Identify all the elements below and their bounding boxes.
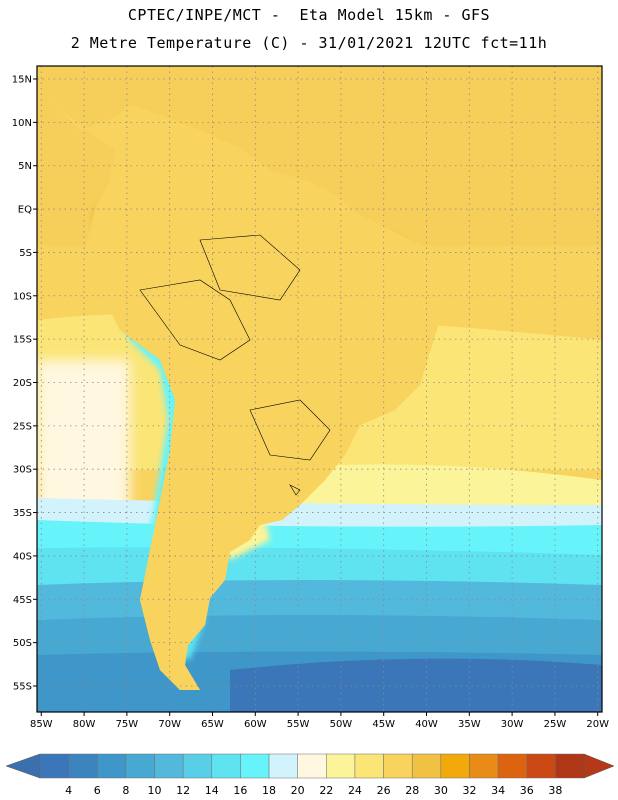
lat-label: 55S bbox=[13, 681, 32, 692]
colorbar-bin bbox=[497, 753, 527, 779]
lon-label: 20W bbox=[586, 719, 609, 730]
colorbar-bin bbox=[97, 753, 127, 779]
colorbar-bin bbox=[526, 753, 556, 779]
colorbar-bin bbox=[469, 753, 499, 779]
axis-ticks: 15N 10N 5N EQ 5S 10S 15S 20S 25S 30S 35S 40S 45S 50S 5… bbox=[12, 75, 609, 730]
lat-label: 35S bbox=[13, 508, 32, 519]
coastlines bbox=[39, 94, 471, 691]
lon-label: 40W bbox=[415, 719, 438, 730]
colorbar-bin bbox=[125, 753, 155, 779]
colorbar-label: 18 bbox=[262, 784, 276, 797]
graticule bbox=[37, 66, 602, 712]
colorbar-bin bbox=[39, 753, 69, 779]
colorbar-label: 38 bbox=[548, 784, 562, 797]
lat-label: 50S bbox=[13, 638, 32, 649]
colorbar-label: 8 bbox=[122, 784, 129, 797]
colorbar-under-arrow bbox=[5, 753, 41, 779]
map-frame bbox=[36, 65, 603, 713]
colorbar-bin bbox=[383, 753, 413, 779]
map-subtitle: 2 Metre Temperature (C) - 31/01/2021 12U… bbox=[70, 34, 548, 52]
colorbar-label: 26 bbox=[377, 784, 391, 797]
colorbar-label: 24 bbox=[348, 784, 362, 797]
lon-label: 50W bbox=[330, 719, 353, 730]
lon-label: 25W bbox=[544, 719, 567, 730]
lon-label: 80W bbox=[73, 719, 96, 730]
lon-label: 35W bbox=[458, 719, 481, 730]
colorbar-label: 30 bbox=[434, 784, 448, 797]
lon-label: 65W bbox=[201, 719, 224, 730]
colorbar-label: 22 bbox=[319, 784, 333, 797]
lon-label: 75W bbox=[116, 719, 139, 730]
lat-label: 25S bbox=[13, 421, 32, 432]
colorbar-bin bbox=[68, 753, 98, 779]
colorbar-label: 4 bbox=[65, 784, 72, 797]
lon-label: 60W bbox=[244, 719, 267, 730]
colorbar-bin bbox=[411, 753, 442, 779]
colorbar-bin bbox=[154, 753, 184, 779]
lat-label: 5N bbox=[18, 161, 32, 172]
colorbar-bin bbox=[440, 753, 470, 779]
colorbar-bin bbox=[182, 753, 213, 779]
colorbar-bin bbox=[240, 753, 270, 779]
colorbar-bin bbox=[268, 753, 298, 779]
colorbar-label: 10 bbox=[148, 784, 162, 797]
colorbar-over-arrow bbox=[583, 753, 615, 779]
colorbar-label: 14 bbox=[205, 784, 219, 797]
lat-label: 45S bbox=[13, 595, 32, 606]
colorbar-label: 28 bbox=[405, 784, 419, 797]
lat-label: 5S bbox=[19, 248, 32, 259]
colorbar-label: 20 bbox=[291, 784, 305, 797]
colorbar-bin bbox=[211, 753, 241, 779]
lat-label: 20S bbox=[13, 378, 32, 389]
lon-label: 70W bbox=[158, 719, 181, 730]
lat-label: EQ bbox=[18, 205, 32, 216]
colorbar-label: 12 bbox=[176, 784, 190, 797]
colorbar-bin bbox=[326, 753, 356, 779]
lat-label: 15N bbox=[12, 75, 32, 86]
colorbar-label: 6 bbox=[94, 784, 101, 797]
colorbar-label: 34 bbox=[491, 784, 505, 797]
lat-label: 15S bbox=[13, 335, 32, 346]
colorbar-label: 32 bbox=[462, 784, 476, 797]
lon-label: 30W bbox=[501, 719, 524, 730]
lat-label: 30S bbox=[13, 465, 32, 476]
lat-label: 10N bbox=[12, 118, 32, 129]
colorbar-label: 36 bbox=[520, 784, 534, 797]
lon-label: 85W bbox=[30, 719, 53, 730]
colorbar: 4 6 8 10 12 14 16 18 20 22 24 26 28 30 32 34 36 38 bbox=[5, 753, 615, 797]
map-title: CPTEC/INPE/MCT - Eta Model 15km - GFS bbox=[127, 6, 491, 24]
colorbar-label: 16 bbox=[233, 784, 247, 797]
colorbar-bin bbox=[297, 753, 327, 779]
lon-label: 55W bbox=[287, 719, 310, 730]
colorbar-bin bbox=[354, 753, 384, 779]
lat-label: 40S bbox=[13, 551, 32, 562]
colorbar-bin bbox=[555, 753, 585, 779]
lat-label: 10S bbox=[13, 291, 32, 302]
lon-label: 45W bbox=[372, 719, 395, 730]
